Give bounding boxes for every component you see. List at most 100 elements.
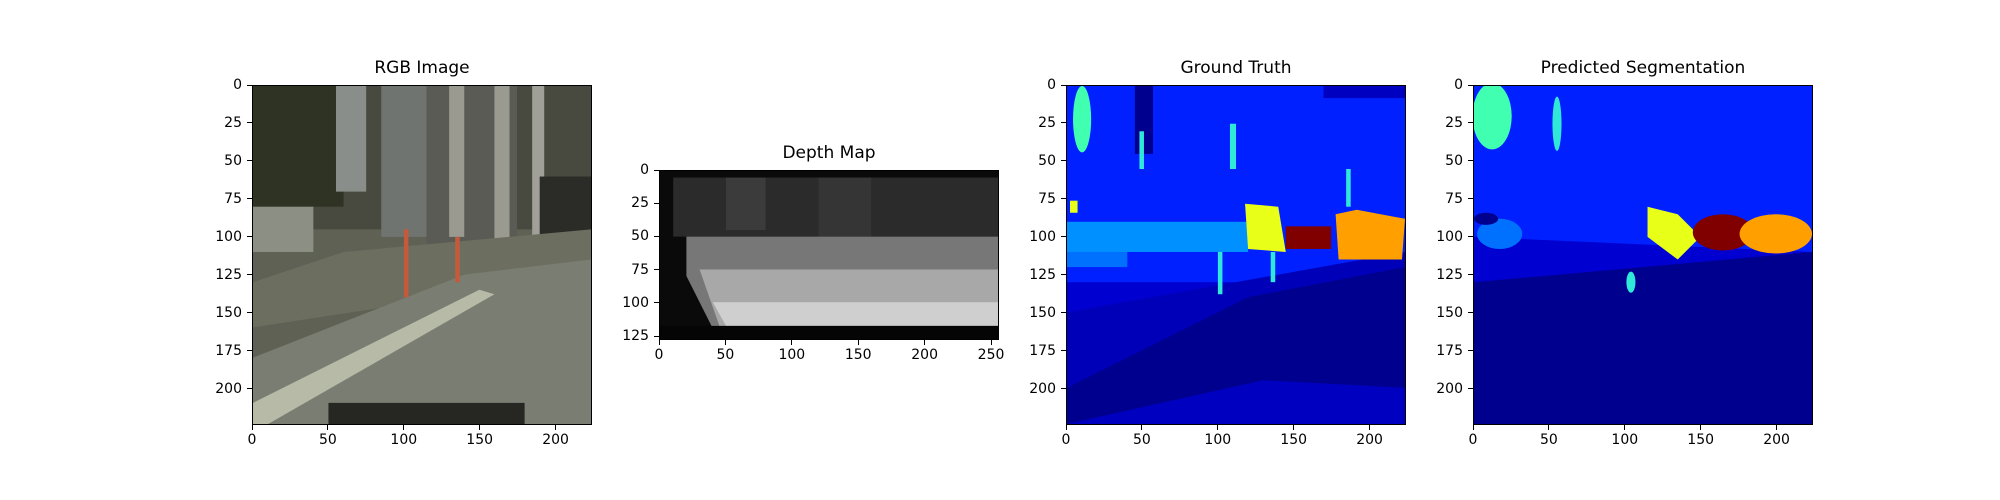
y-tick-mark [1468, 122, 1473, 124]
x-tick-mark [555, 425, 557, 430]
panel-title: Predicted Segmentation [1540, 58, 1746, 78]
y-tick-label: 175 [1436, 342, 1463, 359]
y-tick-label: 125 [622, 328, 649, 345]
y-tick-label: 100 [215, 228, 242, 245]
x-tick-mark [403, 425, 405, 430]
y-tick-label: 125 [1029, 266, 1056, 283]
x-tick-label: 50 [1539, 432, 1558, 448]
x-tick-label: 150 [466, 432, 494, 448]
x-tick-mark [1472, 425, 1474, 430]
y-tick-label: 150 [1436, 304, 1463, 321]
y-tick-mark [247, 122, 252, 124]
y-tick-mark [1468, 160, 1473, 162]
x-tick-label: 0 [1061, 432, 1071, 448]
x-tick-mark [251, 425, 253, 430]
y-tick-label: 25 [224, 114, 242, 131]
y-tick-mark [1061, 160, 1066, 162]
y-tick-label: 0 [1047, 77, 1056, 93]
y-tick-mark [1468, 350, 1473, 352]
x-tick-label: 0 [654, 347, 664, 363]
y-tick-label: 25 [631, 195, 649, 212]
y-tick-label: 0 [640, 162, 649, 178]
y-tick-label: 50 [224, 152, 242, 169]
x-tick-mark [1065, 425, 1067, 430]
x-tick-mark [327, 425, 329, 430]
x-tick-label: 150 [1280, 432, 1308, 448]
x-tick-mark [658, 340, 660, 345]
x-tick-mark [1548, 425, 1550, 430]
x-tick-mark [1141, 425, 1143, 430]
x-tick-label: 50 [716, 347, 735, 363]
y-tick-label: 75 [631, 261, 649, 278]
x-tick-mark [1369, 425, 1371, 430]
ground-truth-mask [1066, 85, 1406, 425]
y-tick-mark [247, 198, 252, 200]
x-tick-mark [1700, 425, 1702, 430]
x-tick-mark [1293, 425, 1295, 430]
y-tick-label: 75 [1445, 190, 1463, 207]
y-tick-label: 125 [215, 266, 242, 283]
y-tick-mark [654, 335, 659, 337]
rgb-image [252, 85, 592, 425]
panel-title: Ground Truth [1180, 58, 1292, 78]
x-tick-label: 100 [1204, 432, 1232, 448]
y-tick-label: 100 [1029, 228, 1056, 245]
y-tick-label: 25 [1038, 114, 1056, 131]
y-tick-mark [1061, 122, 1066, 124]
x-tick-mark [1624, 425, 1626, 430]
y-tick-label: 150 [1029, 304, 1056, 321]
y-tick-mark [247, 274, 252, 276]
y-tick-label: 200 [215, 380, 242, 397]
depth-map-image [659, 170, 999, 340]
y-tick-mark [247, 236, 252, 238]
x-tick-mark [1217, 425, 1219, 430]
x-tick-label: 200 [1356, 432, 1383, 448]
y-tick-label: 150 [215, 304, 242, 321]
y-tick-label: 175 [1029, 342, 1056, 359]
y-tick-label: 175 [215, 342, 242, 359]
y-tick-mark [654, 269, 659, 271]
y-tick-mark [1468, 274, 1473, 276]
x-tick-label: 200 [911, 347, 938, 363]
y-tick-mark [1468, 84, 1473, 86]
y-tick-mark [1061, 84, 1066, 86]
x-tick-label: 0 [1468, 432, 1478, 448]
predicted-segmentation-mask [1473, 85, 1813, 425]
y-tick-mark [247, 388, 252, 390]
y-tick-mark [247, 160, 252, 162]
y-tick-mark [1061, 274, 1066, 276]
x-tick-mark [791, 340, 793, 345]
y-tick-mark [1061, 198, 1066, 200]
x-tick-label: 50 [318, 432, 337, 448]
depth-map-panel: Depth Map [659, 143, 999, 340]
y-tick-label: 50 [1038, 152, 1056, 169]
x-tick-label: 200 [542, 432, 569, 448]
y-tick-label: 125 [1436, 266, 1463, 283]
x-tick-label: 100 [778, 347, 806, 363]
y-tick-mark [1061, 312, 1066, 314]
x-tick-mark [724, 340, 726, 345]
x-tick-label: 0 [247, 432, 257, 448]
y-tick-label: 100 [622, 294, 649, 311]
y-tick-mark [247, 84, 252, 86]
y-tick-mark [1061, 350, 1066, 352]
y-tick-label: 75 [224, 190, 242, 207]
x-tick-mark [857, 340, 859, 345]
x-tick-label: 250 [977, 347, 1005, 363]
predicted-segmentation-panel: Predicted Segmentation [1473, 58, 1813, 425]
y-tick-label: 25 [1445, 114, 1463, 131]
y-tick-mark [654, 302, 659, 304]
x-tick-mark [479, 425, 481, 430]
y-tick-mark [1468, 198, 1473, 200]
x-tick-label: 150 [844, 347, 872, 363]
x-tick-mark [990, 340, 992, 345]
x-tick-label: 100 [390, 432, 418, 448]
x-tick-mark [924, 340, 926, 345]
ground-truth-panel: Ground Truth [1066, 58, 1406, 425]
y-tick-label: 75 [1038, 190, 1056, 207]
rgb-image-panel: RGB Image [252, 58, 592, 425]
y-tick-label: 100 [1436, 228, 1463, 245]
y-tick-label: 0 [233, 77, 242, 93]
x-tick-label: 150 [1687, 432, 1715, 448]
y-tick-mark [654, 202, 659, 204]
